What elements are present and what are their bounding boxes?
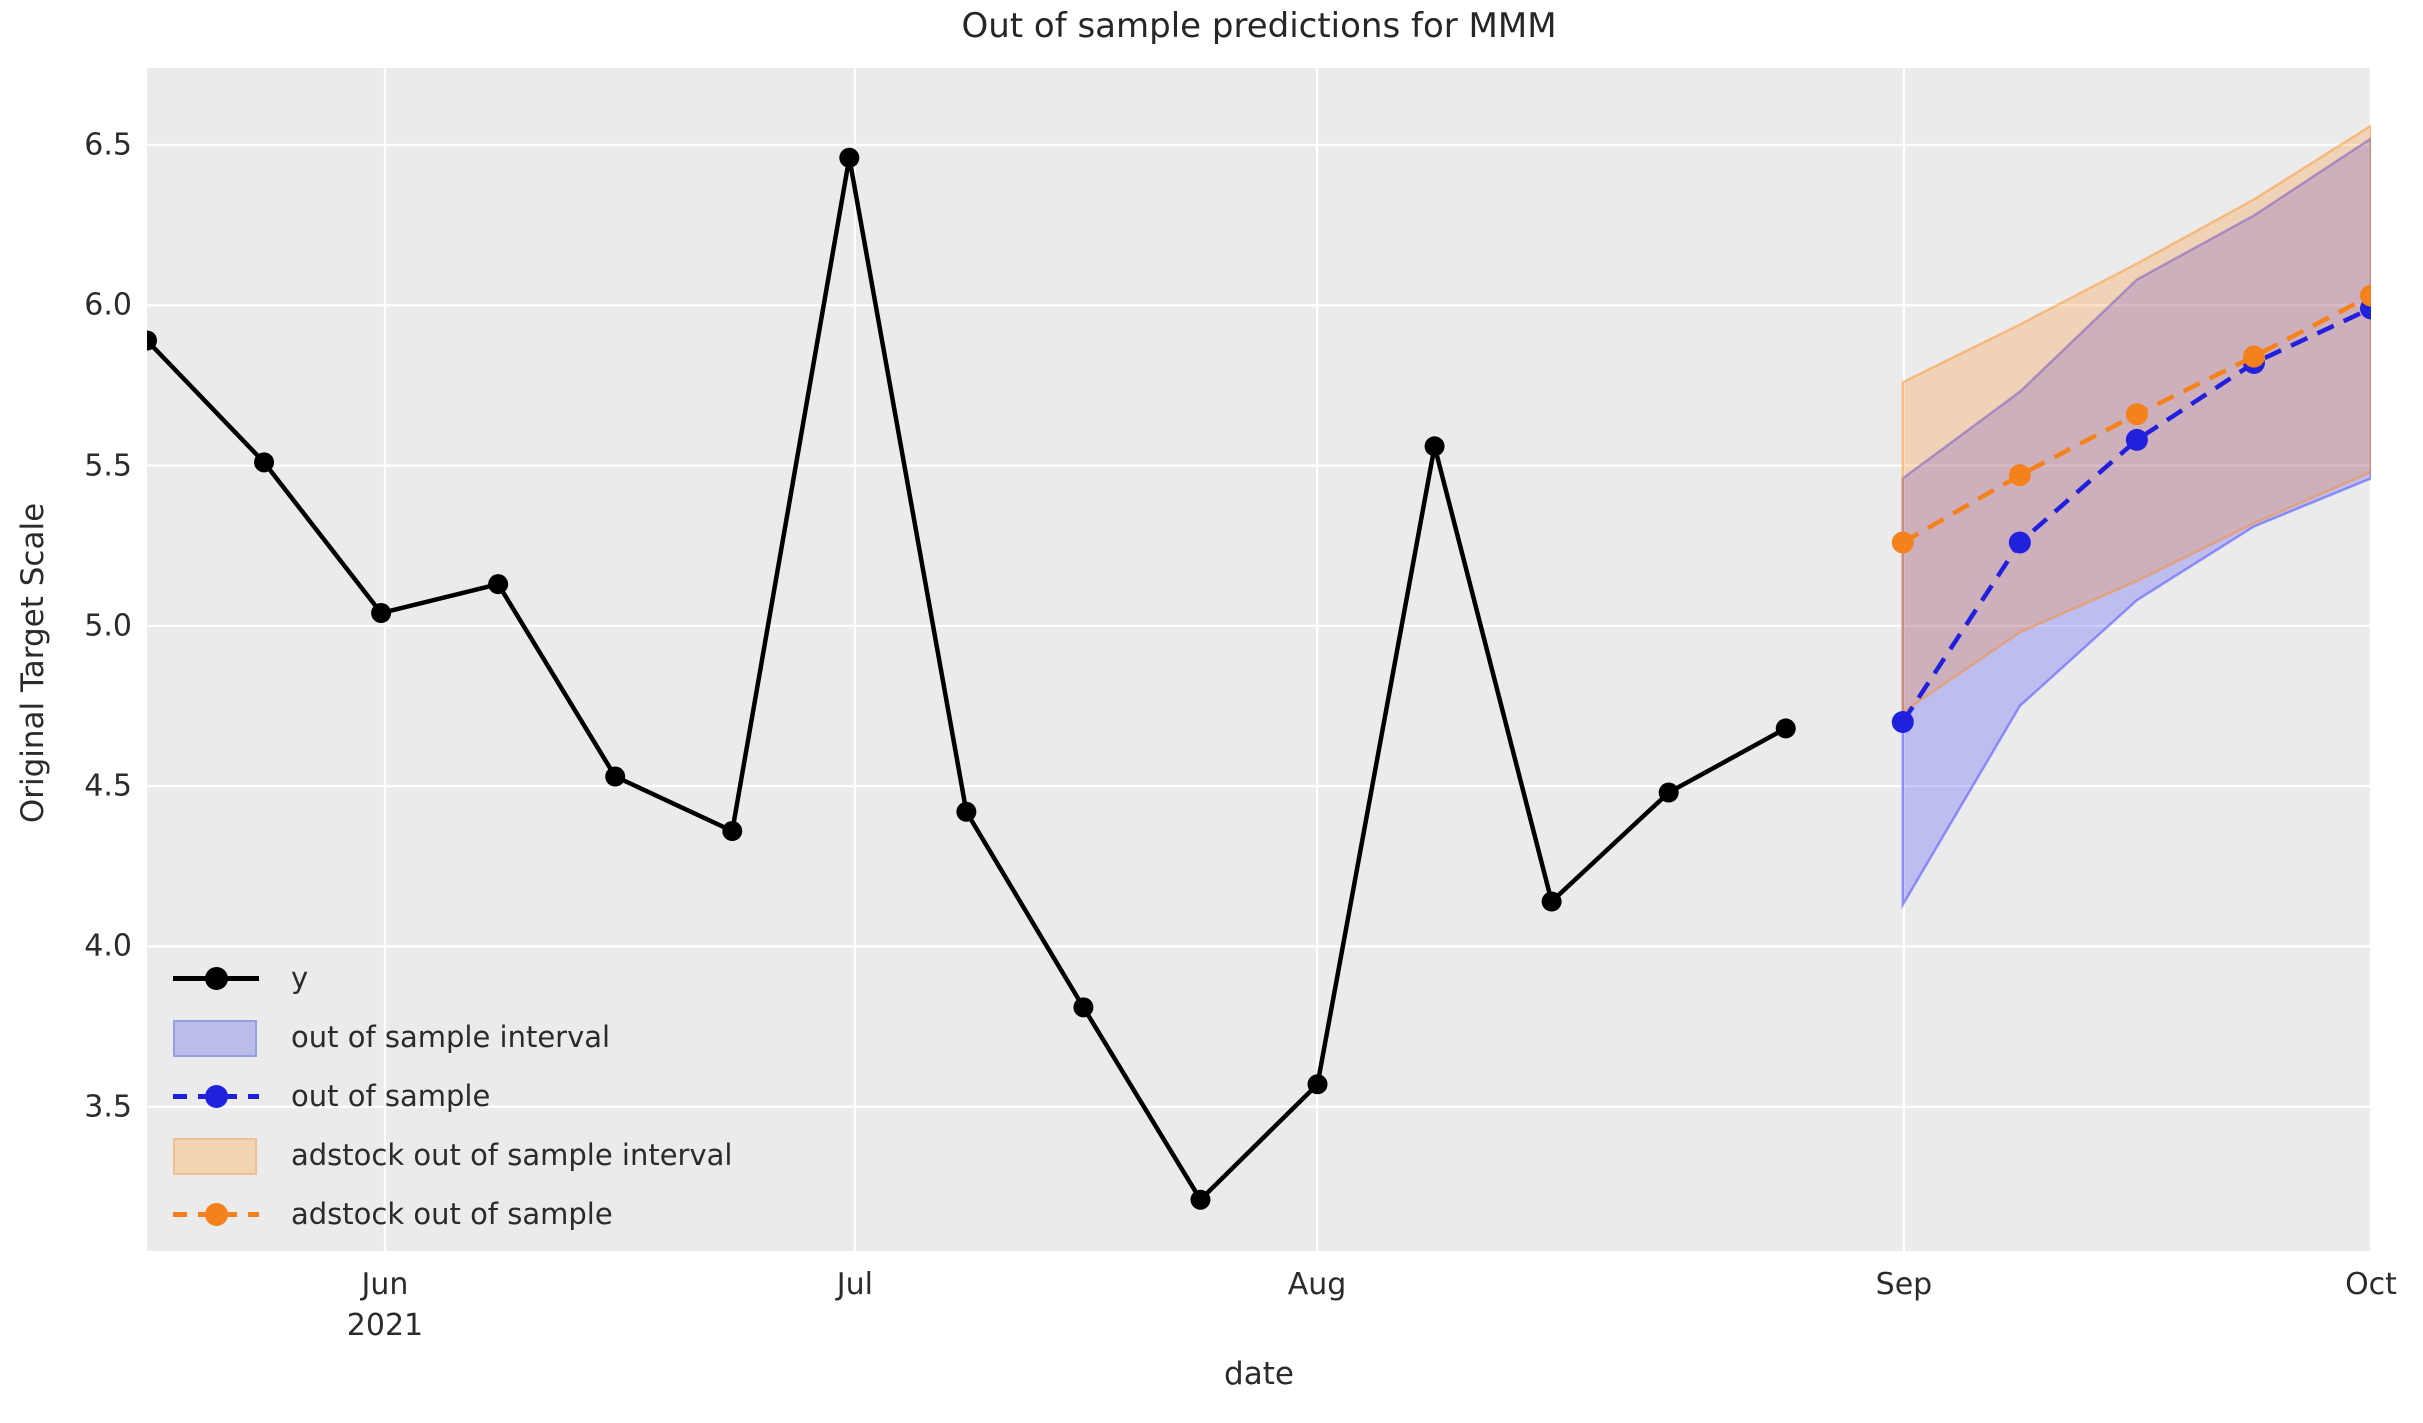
legend-label: out of sample xyxy=(291,1078,491,1113)
data-point-marker xyxy=(2125,403,2148,426)
data-point-marker xyxy=(956,801,977,822)
x-tick-label: Sep xyxy=(1875,1267,1933,1302)
x-axis-label: date xyxy=(1224,1356,1294,1392)
data-point-marker xyxy=(1541,891,1562,912)
data-point-marker xyxy=(1891,711,1914,734)
legend-row-adstock-interval: adstock out of sample interval xyxy=(173,1125,732,1184)
y-tick-label: 4.5 xyxy=(84,768,132,804)
x-tick-label: Oct xyxy=(2345,1267,2397,1302)
data-point-marker xyxy=(2008,531,2031,554)
data-point-marker xyxy=(2360,284,2371,307)
data-point-marker xyxy=(1658,782,1679,803)
data-point-marker xyxy=(1775,718,1796,739)
x-tick-label: Jun 2021 xyxy=(346,1267,424,1343)
y-line-sample xyxy=(173,959,259,997)
band-patch-icon xyxy=(173,1137,257,1175)
marker-dot-icon xyxy=(205,1084,228,1108)
data-point-marker xyxy=(839,147,860,168)
data-point-marker xyxy=(1073,997,1094,1018)
legend-row-y: y xyxy=(173,948,732,1007)
y-tick-label: 5.5 xyxy=(84,448,132,484)
legend-row-oos-interval: out of sample interval xyxy=(173,1007,732,1066)
data-point-marker xyxy=(371,603,392,624)
y-tick-label: 6.0 xyxy=(84,287,132,323)
series-line xyxy=(1900,306,2371,724)
legend-row-adstock: adstock out of sample xyxy=(173,1184,732,1243)
legend-label: y xyxy=(291,960,309,995)
chart-canvas xyxy=(147,68,2371,1251)
legend-label: adstock out of sample xyxy=(291,1196,613,1231)
data-point-marker xyxy=(2242,345,2265,368)
legend-label: adstock out of sample interval xyxy=(291,1137,733,1172)
marker-dot-icon xyxy=(205,966,228,990)
oos-line-sample xyxy=(173,1077,259,1115)
legend-label: out of sample interval xyxy=(291,1019,611,1054)
data-point-marker xyxy=(1307,1074,1328,1095)
adstock-line-sample xyxy=(173,1195,259,1233)
y-tick-label: 4.0 xyxy=(84,928,132,964)
plot-area: y out of sample interval out of sample xyxy=(147,68,2371,1251)
marker-dot-icon xyxy=(205,1202,228,1226)
x-tick-year-label: 2021 xyxy=(346,1308,424,1343)
data-point-marker xyxy=(488,574,509,595)
legend: y out of sample interval out of sample xyxy=(173,948,732,1243)
chart-title: Out of sample predictions for MMM xyxy=(961,6,1557,46)
band-patch-icon xyxy=(173,1019,257,1057)
x-tick-label: Jul xyxy=(836,1267,873,1302)
data-point-marker xyxy=(1424,436,1445,457)
legend-row-oos: out of sample xyxy=(173,1066,732,1125)
adstock-interval-sample xyxy=(173,1136,259,1175)
y-tick-label: 6.5 xyxy=(84,127,132,163)
data-point-marker xyxy=(2008,464,2031,487)
y-tick-label: 3.5 xyxy=(84,1089,132,1125)
interval-band xyxy=(1901,137,2371,910)
data-point-marker xyxy=(254,452,275,473)
data-point-marker xyxy=(1891,531,1914,554)
data-point-marker xyxy=(605,766,626,787)
data-point-marker xyxy=(147,330,157,351)
oos-interval-sample xyxy=(173,1018,259,1057)
y-tick-label: 5.0 xyxy=(84,608,132,644)
x-tick-label: Aug xyxy=(1287,1267,1347,1302)
data-point-marker xyxy=(2125,428,2148,451)
data-point-marker xyxy=(1190,1189,1211,1210)
data-point-marker xyxy=(722,821,743,842)
y-axis-label: Original Target Scale xyxy=(15,502,51,824)
